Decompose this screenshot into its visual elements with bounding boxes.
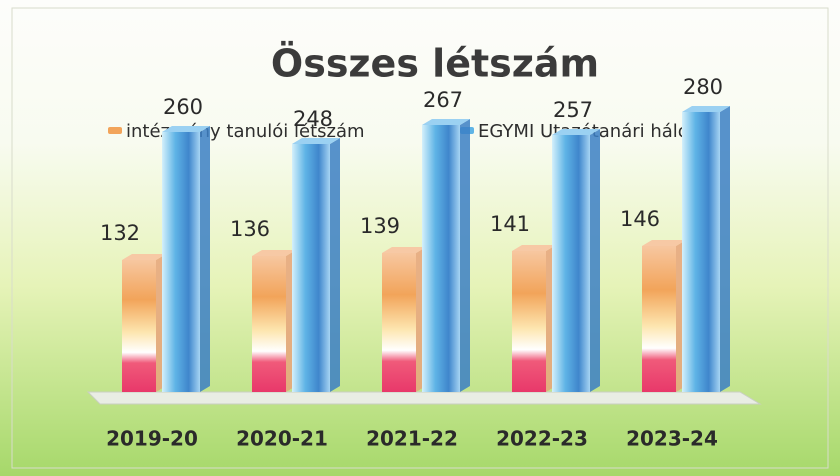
frame [11, 7, 829, 469]
bar [552, 135, 590, 392]
x-tick-label: 2022-23 [496, 427, 588, 451]
bar-top [512, 245, 556, 251]
bar-top [682, 106, 730, 112]
value-label: 136 [230, 217, 270, 241]
floor [86, 391, 762, 405]
value-label: 280 [683, 75, 723, 99]
x-tick-label: 2019-20 [106, 427, 198, 451]
bar-side [330, 138, 340, 392]
bar-side [200, 126, 210, 392]
value-label: 248 [293, 107, 333, 131]
bar-top [552, 129, 600, 135]
legend-swatch [108, 127, 122, 134]
bar-top [122, 254, 166, 260]
value-label: 257 [553, 98, 593, 122]
value-label: 139 [360, 214, 400, 238]
bar-side [720, 106, 730, 392]
bar-side [590, 129, 600, 392]
x-tick-label: 2021-22 [366, 427, 458, 451]
bar-top [162, 126, 210, 132]
bar [512, 251, 546, 392]
bar [382, 253, 416, 392]
bar-top [292, 138, 340, 144]
value-label: 141 [490, 212, 530, 236]
x-tick-label: 2020-21 [236, 427, 328, 451]
bar-top [252, 250, 296, 256]
bar [292, 144, 330, 392]
bar [422, 125, 460, 392]
bar-side [460, 119, 470, 392]
bar-top [382, 247, 426, 253]
value-label: 260 [163, 95, 203, 119]
value-label: 146 [620, 207, 660, 231]
bar [252, 256, 286, 392]
bar-top [422, 119, 470, 125]
bar [122, 260, 156, 392]
bar [642, 246, 676, 392]
bar-top [642, 240, 686, 246]
chart-title: Összes létszám [271, 42, 599, 86]
value-label: 267 [423, 88, 463, 112]
bar [162, 132, 200, 392]
bar [682, 112, 720, 392]
value-label: 132 [100, 221, 140, 245]
x-tick-label: 2023-24 [626, 427, 718, 451]
